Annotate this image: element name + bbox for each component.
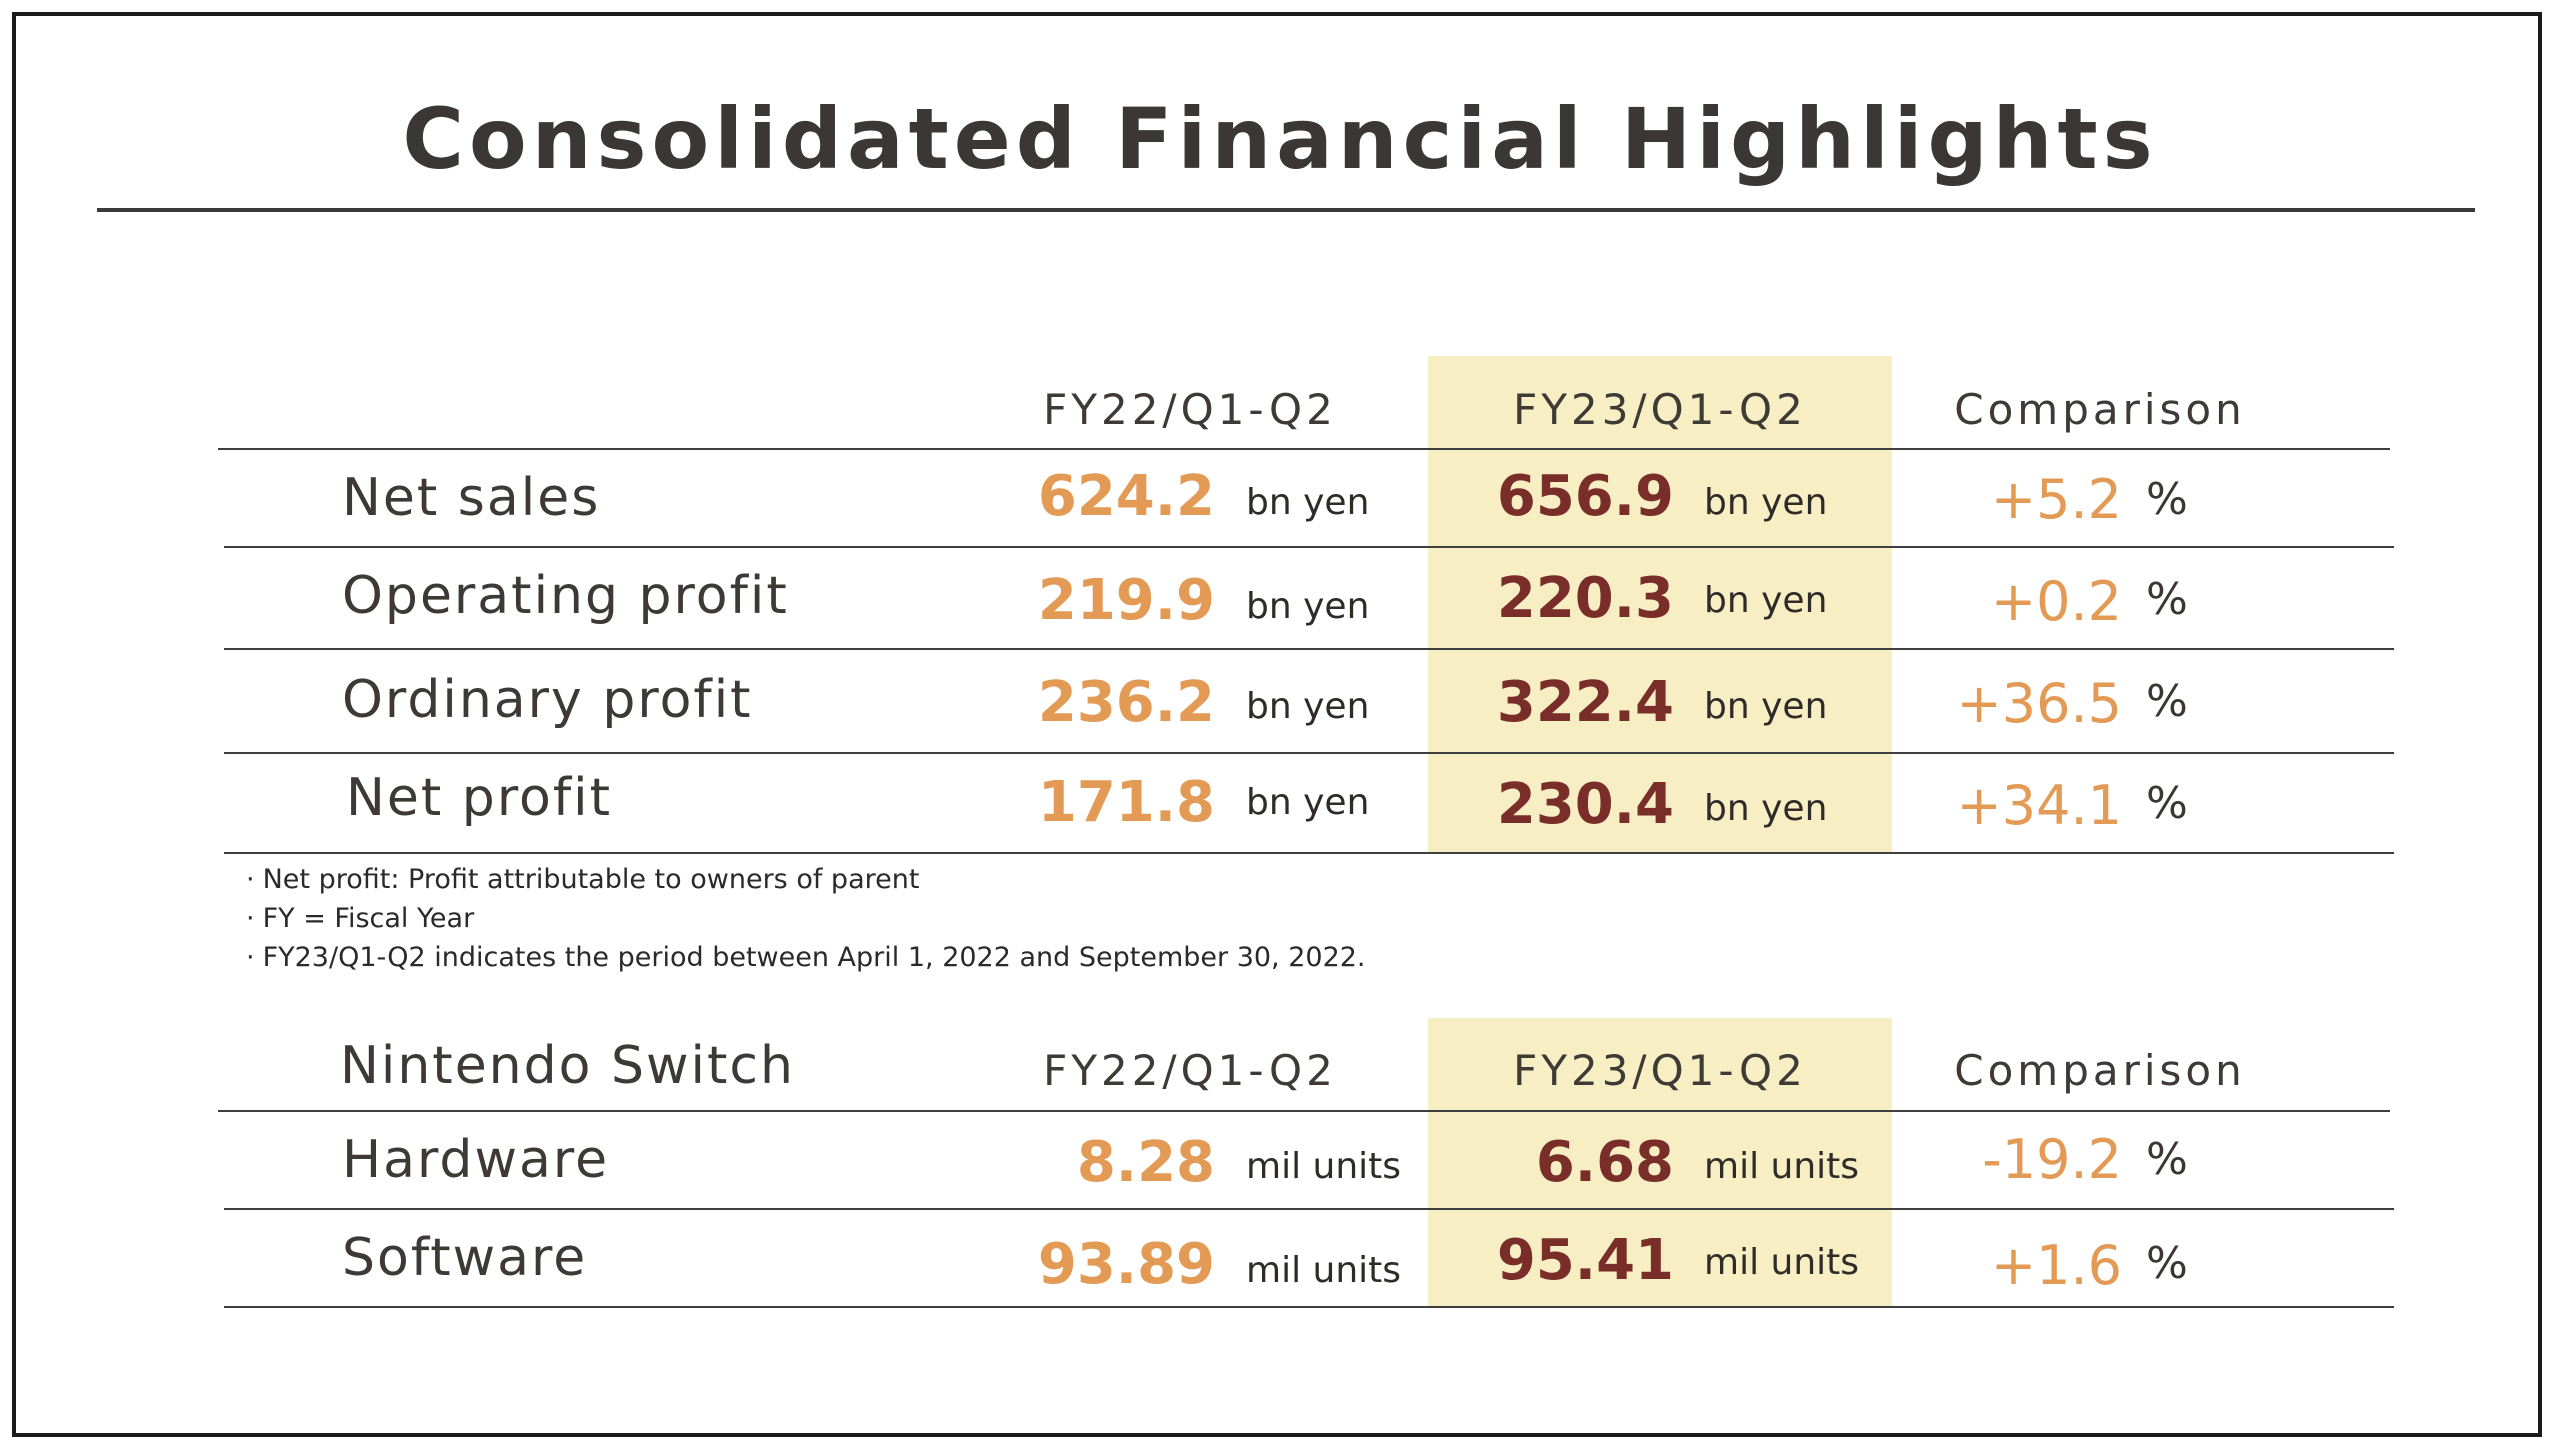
- footnote: · Net profit: Profit attributable to owne…: [246, 864, 920, 895]
- fy22-value: 624.2: [1037, 464, 1215, 529]
- fy22-value: 236.2: [1037, 670, 1215, 735]
- percent-sign: %: [2146, 474, 2188, 525]
- title-divider: [97, 208, 2475, 212]
- page-title: Consolidated Financial Highlights: [402, 90, 2158, 188]
- fy23-value: 322.4: [1496, 670, 1674, 735]
- row-label: Hardware: [342, 1130, 610, 1190]
- table-rule: [218, 1110, 2390, 1112]
- fy23-highlight-column: [1428, 356, 1892, 854]
- header-fy23: FY23/Q1-Q2: [1513, 385, 1807, 434]
- fy22-value: 171.8: [1037, 770, 1215, 835]
- row-label: Net sales: [342, 468, 601, 528]
- fy23-value: 6.68: [1535, 1130, 1674, 1195]
- comparison-value: -19.2: [1982, 1128, 2122, 1191]
- header-comparison: Comparison: [1954, 385, 2246, 434]
- percent-sign: %: [2146, 778, 2188, 829]
- fy23-unit: bn yen: [1704, 482, 1828, 523]
- header-fy22: FY22/Q1-Q2: [1043, 1046, 1337, 1095]
- header-fy23: FY23/Q1-Q2: [1513, 1046, 1807, 1095]
- comparison-value: +1.6: [1990, 1234, 2122, 1297]
- fy22-unit: bn yen: [1246, 686, 1370, 727]
- comparison-value: +34.1: [1956, 774, 2122, 837]
- table-rule: [224, 648, 2394, 650]
- fy22-unit: bn yen: [1246, 782, 1370, 823]
- fy22-unit: mil units: [1246, 1146, 1402, 1187]
- row-label: Operating profit: [342, 566, 789, 626]
- table-rule: [224, 852, 2394, 854]
- table-rule: [224, 752, 2394, 754]
- table-rule: [224, 546, 2394, 548]
- fy22-value: 93.89: [1037, 1232, 1215, 1297]
- row-label: Net profit: [346, 768, 613, 828]
- fy23-unit: bn yen: [1704, 788, 1828, 829]
- fy22-value: 219.9: [1037, 568, 1215, 633]
- fy23-value: 656.9: [1496, 464, 1674, 529]
- fy23-value: 220.3: [1496, 566, 1674, 631]
- comparison-value: +36.5: [1956, 672, 2122, 735]
- fy23-unit: mil units: [1704, 1146, 1860, 1187]
- comparison-value: +5.2: [1990, 468, 2122, 531]
- row-label: Ordinary profit: [342, 670, 753, 730]
- percent-sign: %: [2146, 1238, 2188, 1289]
- header-comparison: Comparison: [1954, 1046, 2246, 1095]
- fy23-unit: bn yen: [1704, 686, 1828, 727]
- fy22-unit: bn yen: [1246, 586, 1370, 627]
- section-label: Nintendo Switch: [340, 1036, 795, 1096]
- table-rule: [224, 1208, 2394, 1210]
- fy22-value: 8.28: [1076, 1130, 1215, 1195]
- percent-sign: %: [2146, 1134, 2188, 1185]
- percent-sign: %: [2146, 676, 2188, 727]
- fy23-highlight-column-switch: [1428, 1018, 1892, 1308]
- header-fy22: FY22/Q1-Q2: [1043, 385, 1337, 434]
- fy22-unit: bn yen: [1246, 482, 1370, 523]
- table-rule: [224, 1306, 2394, 1308]
- footnote: · FY = Fiscal Year: [246, 903, 475, 934]
- percent-sign: %: [2146, 574, 2188, 625]
- fy23-unit: mil units: [1704, 1242, 1860, 1283]
- table-rule: [218, 448, 2390, 450]
- footnote: · FY23/Q1-Q2 indicates the period between…: [246, 942, 1366, 973]
- row-label: Software: [342, 1228, 588, 1288]
- slide-frame: [12, 12, 2542, 1437]
- fy23-unit: bn yen: [1704, 580, 1828, 621]
- fy22-unit: mil units: [1246, 1250, 1402, 1291]
- fy23-value: 95.41: [1496, 1228, 1674, 1293]
- comparison-value: +0.2: [1990, 570, 2122, 633]
- fy23-value: 230.4: [1496, 772, 1674, 837]
